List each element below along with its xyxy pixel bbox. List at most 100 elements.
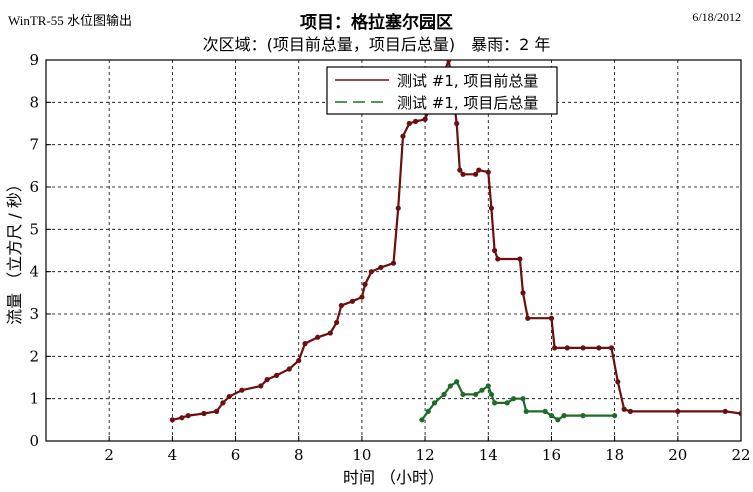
legend-label-1: 测试 #1, 项目前总量 bbox=[397, 72, 538, 90]
y-tick-label: 8 bbox=[29, 93, 39, 111]
series-1-point bbox=[220, 400, 226, 406]
series-2-point bbox=[555, 417, 561, 423]
series-1-point bbox=[608, 345, 615, 351]
series-1-point bbox=[169, 417, 175, 423]
y-tick-label: 4 bbox=[29, 263, 39, 281]
series-1-point bbox=[485, 169, 491, 175]
x-tick-label: 18 bbox=[605, 446, 624, 464]
x-tick-label: 12 bbox=[416, 446, 435, 464]
series-2-point bbox=[542, 408, 548, 414]
y-tick-label: 6 bbox=[29, 178, 39, 196]
series-1-point bbox=[520, 290, 526, 296]
y-tick-label: 7 bbox=[29, 136, 39, 154]
x-tick-label: 16 bbox=[542, 446, 561, 464]
series-1-point bbox=[296, 357, 302, 364]
series-2-point bbox=[561, 413, 567, 419]
series-1-point bbox=[274, 372, 280, 378]
x-tick-label: 2 bbox=[104, 446, 114, 464]
x-tick-label: 14 bbox=[479, 446, 498, 464]
x-tick-label: 20 bbox=[668, 446, 687, 464]
series-1-point bbox=[722, 408, 728, 414]
series-1-point bbox=[334, 319, 340, 326]
chart-title: 项目：格拉塞尔园区 bbox=[300, 13, 453, 33]
y-tick-label: 5 bbox=[29, 220, 39, 238]
series-1-point bbox=[627, 408, 634, 414]
series-1-point bbox=[517, 256, 523, 262]
series-1-point bbox=[457, 167, 463, 173]
series-2-point bbox=[431, 400, 438, 406]
series-1-point bbox=[185, 413, 191, 419]
x-tick-label: 4 bbox=[168, 446, 178, 464]
x-tick-label: 8 bbox=[294, 446, 304, 464]
series-2-point bbox=[510, 396, 517, 402]
series-1-point bbox=[473, 171, 479, 177]
y-tick-label: 1 bbox=[29, 390, 39, 408]
series-2-point bbox=[447, 383, 453, 389]
app-title: WinTR-55 水位图输出 bbox=[8, 13, 133, 28]
series-1-point bbox=[491, 247, 498, 254]
series-1-point bbox=[264, 377, 270, 383]
series-2-point bbox=[473, 391, 479, 398]
series-2-point bbox=[523, 408, 529, 414]
series-1-point bbox=[564, 345, 570, 351]
series-1-point bbox=[390, 260, 397, 266]
series-2-point bbox=[520, 396, 526, 402]
series-1-point bbox=[621, 406, 627, 412]
y-tick-label: 2 bbox=[29, 347, 39, 365]
series-1-point bbox=[406, 120, 412, 127]
y-tick-label: 3 bbox=[29, 305, 39, 323]
series-1-point bbox=[460, 171, 466, 177]
series-1-point bbox=[327, 330, 333, 336]
series-1-point bbox=[368, 269, 374, 275]
series-1-point bbox=[422, 116, 428, 122]
series-1-point bbox=[258, 383, 264, 389]
series-2-point bbox=[612, 413, 618, 419]
series-1-point bbox=[476, 167, 482, 173]
series-1-point bbox=[596, 345, 602, 351]
series-1-point bbox=[378, 264, 384, 271]
series-1-point bbox=[615, 379, 621, 385]
legend-label-2: 测试 #1, 项目后总量 bbox=[397, 94, 538, 112]
series-1-point bbox=[738, 410, 741, 417]
series-2-point bbox=[460, 391, 466, 398]
series-1-point bbox=[338, 302, 344, 309]
series-line-2 bbox=[421, 380, 615, 422]
date-label: 6/18/2012 bbox=[692, 10, 741, 24]
chart-subtitle: 次区域：(项目前总量，项目后总量) 暴雨：2 年 bbox=[202, 35, 551, 54]
series-1-point bbox=[213, 408, 220, 414]
series-1-point bbox=[201, 410, 207, 417]
series-1-point bbox=[302, 341, 308, 347]
series-1-point bbox=[742, 417, 747, 422]
series-1-point bbox=[395, 205, 401, 211]
series-1-point bbox=[286, 366, 292, 372]
series-1-point bbox=[548, 315, 555, 321]
series-1-point bbox=[580, 345, 586, 351]
series-1-point bbox=[454, 120, 460, 127]
series-1-point bbox=[239, 387, 245, 393]
series-2-point bbox=[419, 417, 425, 423]
series-1-point bbox=[675, 408, 681, 414]
series-2-point bbox=[425, 408, 431, 414]
y-tick-label: 0 bbox=[29, 432, 39, 450]
x-tick-label: 10 bbox=[352, 446, 371, 464]
series-1-point bbox=[495, 256, 501, 262]
x-tick-label: 6 bbox=[231, 446, 241, 464]
series-1-point bbox=[552, 345, 558, 351]
series-1-point bbox=[349, 298, 356, 304]
legend-box bbox=[326, 66, 558, 115]
x-tick-label: 22 bbox=[731, 446, 750, 464]
series-2-point bbox=[491, 400, 498, 406]
series-1-point bbox=[226, 393, 232, 400]
y-tick-label: 9 bbox=[29, 51, 39, 69]
series-1-point bbox=[359, 294, 365, 300]
series-2-point bbox=[485, 383, 491, 389]
series-2-point bbox=[479, 387, 485, 393]
series-2-point bbox=[441, 391, 447, 398]
series-1-point bbox=[400, 133, 406, 139]
series-1-point bbox=[179, 415, 185, 421]
series-1-point bbox=[362, 281, 368, 287]
series-1-point bbox=[488, 205, 495, 211]
y-axis-label: 流量 （立方尺 / 秒） bbox=[5, 176, 24, 325]
series-2-point bbox=[454, 379, 460, 385]
series-1-point bbox=[525, 315, 531, 321]
